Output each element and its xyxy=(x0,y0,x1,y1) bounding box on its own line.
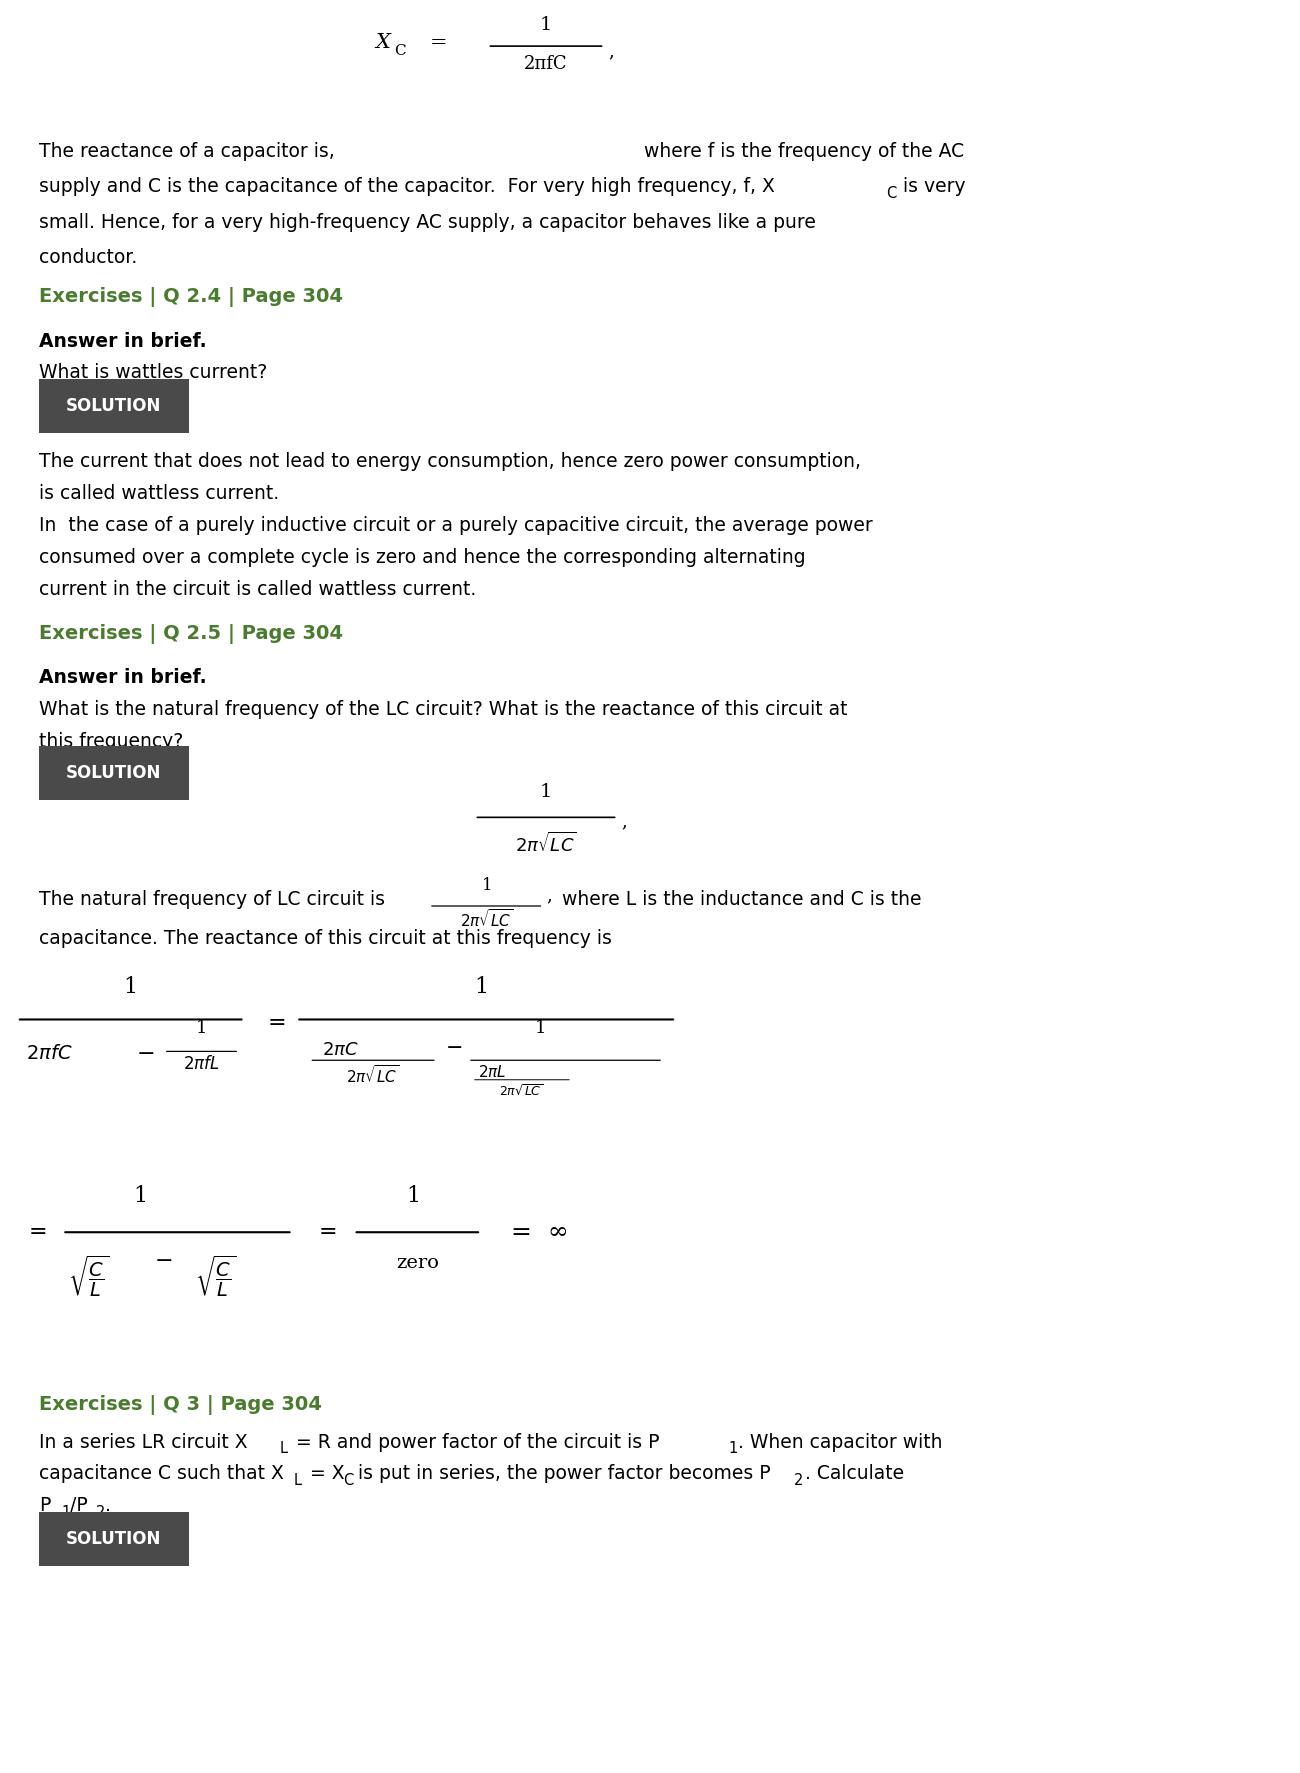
Text: $2\pi\sqrt{LC}$: $2\pi\sqrt{LC}$ xyxy=(347,1064,399,1085)
Text: where L is the inductance and C is the: where L is the inductance and C is the xyxy=(562,890,922,910)
Text: Exercises | Q 3 | Page 304: Exercises | Q 3 | Page 304 xyxy=(39,1395,322,1415)
Text: = X: = X xyxy=(304,1464,345,1484)
Text: = R and power factor of the circuit is P: = R and power factor of the circuit is P xyxy=(290,1433,659,1452)
Text: $2\pi C$: $2\pi C$ xyxy=(322,1041,359,1058)
Text: L: L xyxy=(294,1473,302,1488)
Text: $2\pi fC$: $2\pi fC$ xyxy=(26,1044,73,1064)
Text: =: = xyxy=(29,1222,47,1243)
Text: Exercises | Q 2.5 | Page 304: Exercises | Q 2.5 | Page 304 xyxy=(39,624,343,644)
Text: 2: 2 xyxy=(794,1473,803,1488)
FancyBboxPatch shape xyxy=(39,379,188,433)
Text: 1: 1 xyxy=(407,1186,420,1207)
Text: 1: 1 xyxy=(536,1019,546,1037)
Text: $2\pi\sqrt{LC}$: $2\pi\sqrt{LC}$ xyxy=(515,832,577,856)
Text: ,: , xyxy=(546,886,551,904)
Text: 1: 1 xyxy=(134,1186,147,1207)
Text: is very: is very xyxy=(897,177,966,197)
Text: Answer in brief.: Answer in brief. xyxy=(39,668,207,688)
Text: conductor.: conductor. xyxy=(39,248,138,268)
Text: =: = xyxy=(268,1012,286,1034)
Text: C: C xyxy=(887,186,897,200)
Text: . Calculate: . Calculate xyxy=(805,1464,904,1484)
Text: In  the case of a purely inductive circuit or a purely capacitive circuit, the a: In the case of a purely inductive circui… xyxy=(39,516,872,535)
Text: 2πfC: 2πfC xyxy=(524,55,568,73)
Text: 1: 1 xyxy=(61,1505,70,1519)
Text: /P: /P xyxy=(70,1496,88,1516)
Text: The current that does not lead to energy consumption, hence zero power consumpti: The current that does not lead to energy… xyxy=(39,452,861,472)
Text: small. Hence, for a very high-frequency AC supply, a capacitor behaves like a pu: small. Hence, for a very high-frequency … xyxy=(39,213,816,232)
Text: . When capacitor with: . When capacitor with xyxy=(738,1433,942,1452)
Text: 1: 1 xyxy=(196,1019,207,1037)
Text: 1: 1 xyxy=(124,977,136,998)
Text: Answer in brief.: Answer in brief. xyxy=(39,332,207,351)
Text: C: C xyxy=(394,44,406,59)
Text: is called wattless current.: is called wattless current. xyxy=(39,484,280,504)
Text: consumed over a complete cycle is zero and hence the corresponding alternating: consumed over a complete cycle is zero a… xyxy=(39,548,806,567)
Text: −: − xyxy=(446,1039,464,1058)
Text: ,: , xyxy=(608,43,614,60)
Text: 2: 2 xyxy=(96,1505,105,1519)
Text: What is wattles current?: What is wattles current? xyxy=(39,363,268,383)
Text: $2\pi\sqrt{LC}$: $2\pi\sqrt{LC}$ xyxy=(499,1083,543,1099)
Text: L: L xyxy=(280,1441,287,1456)
FancyBboxPatch shape xyxy=(39,1512,188,1566)
Text: current in the circuit is called wattless current.: current in the circuit is called wattles… xyxy=(39,580,476,599)
Text: SOLUTION: SOLUTION xyxy=(66,1530,161,1548)
Text: capacitance C such that X: capacitance C such that X xyxy=(39,1464,283,1484)
FancyBboxPatch shape xyxy=(39,746,188,800)
Text: In a series LR circuit X: In a series LR circuit X xyxy=(39,1433,247,1452)
Text: supply and C is the capacitance of the capacitor.  For very high frequency, f, X: supply and C is the capacitance of the c… xyxy=(39,177,775,197)
Text: .: . xyxy=(105,1496,112,1516)
Text: zero: zero xyxy=(396,1254,438,1271)
Text: this frequency?: this frequency? xyxy=(39,732,183,752)
Text: C: C xyxy=(343,1473,354,1488)
Text: −: − xyxy=(136,1043,155,1064)
Text: where f is the frequency of the AC: where f is the frequency of the AC xyxy=(644,142,963,161)
Text: $\sqrt{\dfrac{C}{L}}$: $\sqrt{\dfrac{C}{L}}$ xyxy=(68,1254,109,1300)
Text: The natural frequency of LC circuit is: The natural frequency of LC circuit is xyxy=(39,890,385,910)
Text: P: P xyxy=(39,1496,51,1516)
Text: 1: 1 xyxy=(540,16,552,34)
Text: Exercises | Q 2.4 | Page 304: Exercises | Q 2.4 | Page 304 xyxy=(39,287,343,307)
Text: is put in series, the power factor becomes P: is put in series, the power factor becom… xyxy=(352,1464,771,1484)
Text: SOLUTION: SOLUTION xyxy=(66,764,161,782)
Text: 1: 1 xyxy=(540,784,552,801)
Text: $\sqrt{\dfrac{C}{L}}$: $\sqrt{\dfrac{C}{L}}$ xyxy=(195,1254,237,1300)
Text: The reactance of a capacitor is,: The reactance of a capacitor is, xyxy=(39,142,335,161)
Text: X: X xyxy=(376,34,390,51)
Text: $2\pi L$: $2\pi L$ xyxy=(478,1064,507,1080)
Text: $2\pi fL$: $2\pi fL$ xyxy=(183,1055,220,1073)
Text: 1: 1 xyxy=(728,1441,737,1456)
Text: =  ∞: = ∞ xyxy=(511,1222,568,1243)
Text: 1: 1 xyxy=(482,876,493,894)
Text: =: = xyxy=(429,34,447,51)
Text: What is the natural frequency of the LC circuit? What is the reactance of this c: What is the natural frequency of the LC … xyxy=(39,700,848,720)
Text: =: = xyxy=(318,1222,337,1243)
Text: ,: , xyxy=(621,812,627,830)
Text: −: − xyxy=(155,1250,173,1271)
Text: SOLUTION: SOLUTION xyxy=(66,397,161,415)
Text: 1: 1 xyxy=(474,977,488,998)
Text: $2\pi\sqrt{LC}$: $2\pi\sqrt{LC}$ xyxy=(460,908,512,929)
Text: capacitance. The reactance of this circuit at this frequency is: capacitance. The reactance of this circu… xyxy=(39,929,612,949)
